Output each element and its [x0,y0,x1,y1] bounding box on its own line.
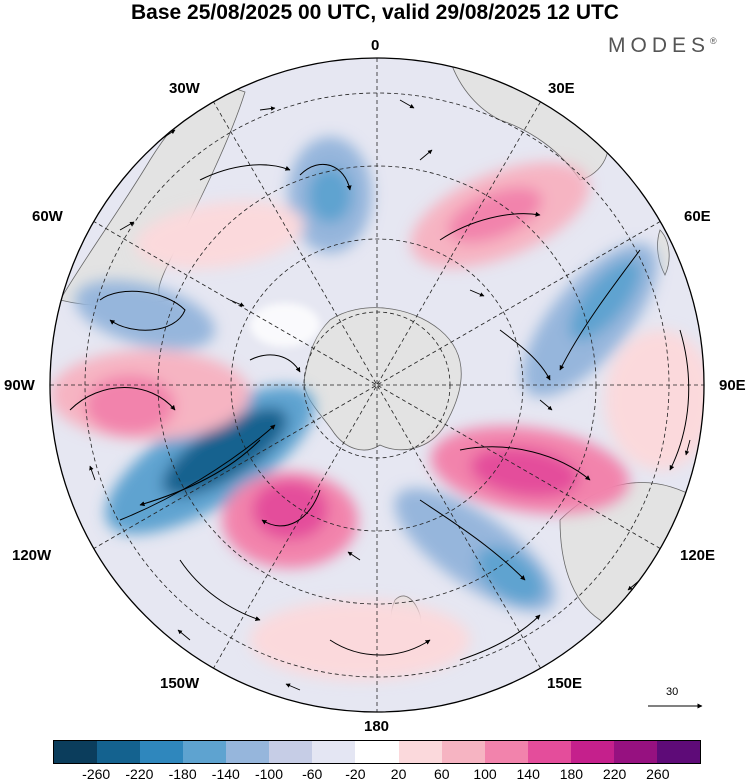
lon-label-150w: 150W [160,675,200,692]
streamline-bellingshausen [249,354,301,373]
wind-vector [177,629,191,641]
colorbar-swatch [54,741,98,763]
neg-anomaly-indian-ocean-core [569,259,641,341]
brand-logo: MODES® [608,34,717,58]
pos-anomaly-southern-indian-core [470,447,580,497]
streamline-amundsen [179,559,261,621]
brand-registered-mark: ® [710,36,717,46]
colorbar-tick-label: -140 [211,766,240,782]
colorbar [53,740,701,764]
lon-label-30w: 30W [169,80,200,97]
colorbar-tick-label: -100 [254,766,284,782]
streamline-pacific-south [459,614,541,661]
lon-label-90w: 90W [4,377,35,394]
pos-anomaly-ross-sea [250,600,470,680]
streamline-kerguelen [499,329,551,381]
wind-vector [469,289,485,297]
colorbar-ticks: -260 -220 -180 -140 -100 -60 -20 20 60 100 140 180 2… [53,766,701,783]
streamline-africa [439,211,541,241]
reference-vector-label: 30 [666,686,679,698]
colorbar-tick-label: 140 [516,766,540,782]
colorbar-tick-label: 20 [390,766,407,782]
colorbar-tick-label: -20 [345,766,366,782]
graticule [50,58,704,712]
colorbar-swatch [484,741,528,763]
lon-label-150e: 150E [547,675,583,692]
lon-label-0: 0 [371,37,380,54]
colorbar-swatch [398,741,442,763]
brand-text: MODES [608,34,711,57]
streamline-se-pacific [119,424,276,521]
colorbar-tick-label: -260 [82,766,111,782]
neg-anomaly-south-atlantic-core [308,167,352,223]
streamline-sw-pacific [261,489,321,527]
streamline-east-indian [669,329,690,471]
wind-vector [119,221,135,231]
lon-label-60e: 60E [684,208,711,225]
madagascar-landmass [657,229,670,276]
pos-anomaly-east-indian [605,330,704,470]
streamline-ross-sea [329,639,431,656]
wind-vector [259,106,276,111]
map-title: Base 25/08/2025 00 UTC, valid 29/08/2025… [131,1,619,24]
colorbar-swatch [656,741,700,763]
map-boundary [49,57,705,713]
lon-label-30e: 30E [548,80,575,97]
colorbar-swatch [441,741,485,763]
streamline-se-pacific [139,439,261,507]
lon-label-60w: 60W [32,208,63,225]
neg-anomaly-tasman-core [476,546,544,604]
streamline-southern-indian [459,446,591,481]
lon-label-120e: 120E [680,547,716,564]
wind-vector [419,149,433,161]
wind-vector [347,551,361,561]
lon-label-120w: 120W [12,547,52,564]
wind-vectors [69,163,690,661]
colorbar-tick-label: -180 [168,766,197,782]
colorbar-tick-label: -60 [302,766,323,782]
streamline-weddell [199,164,291,181]
wind-vector [539,399,553,411]
streamline-drake-cyclone [99,290,186,331]
streamline-indian-ocean [559,249,641,371]
colorbar-swatch [527,741,571,763]
pos-anomaly-south-atlantic-east-core [447,187,543,243]
pos-anomaly-argentina [135,201,305,269]
colorbar-swatch [355,741,399,763]
colorbar-swatch [140,741,184,763]
pos-anomaly-sw-pacific-core [252,480,328,540]
colorbar-tick-label: 60 [434,766,450,782]
colorbar-tick-label: 180 [559,766,584,782]
wind-vector [229,299,245,307]
neg-anomaly-se-pacific-core [162,407,288,497]
streamline-tasman [419,499,526,581]
colorbar-swatch [183,741,227,763]
wind-vector [399,99,415,109]
streamline-east-pacific [69,387,176,411]
neg-anomaly-drake [75,280,215,350]
colorbar-tick-label: 260 [646,766,670,782]
wind-vector [89,465,96,481]
colorbar-swatch [269,741,313,763]
lon-label-180: 180 [364,718,390,735]
pos-anomaly-east-pacific-core [85,375,175,435]
wind-vector [285,683,301,691]
colorbar-swatch [570,741,614,763]
colorbar-swatch [226,741,270,763]
colorbar-tick-label: 220 [602,766,627,782]
colorbar-swatch [97,741,141,763]
streamline-south-atlantic [299,163,352,191]
anomaly-shading [50,137,704,680]
wind-vector [639,179,651,193]
wind-vector [684,439,691,456]
map-disc [50,58,704,712]
colorbar-tick-label: 100 [473,766,497,782]
neutral-patch [250,303,320,347]
colorbar-tick-label: -220 [125,766,154,782]
colorbar-swatch [312,741,356,763]
lon-label-90e: 90E [719,377,746,394]
colorbar-swatch [613,741,657,763]
